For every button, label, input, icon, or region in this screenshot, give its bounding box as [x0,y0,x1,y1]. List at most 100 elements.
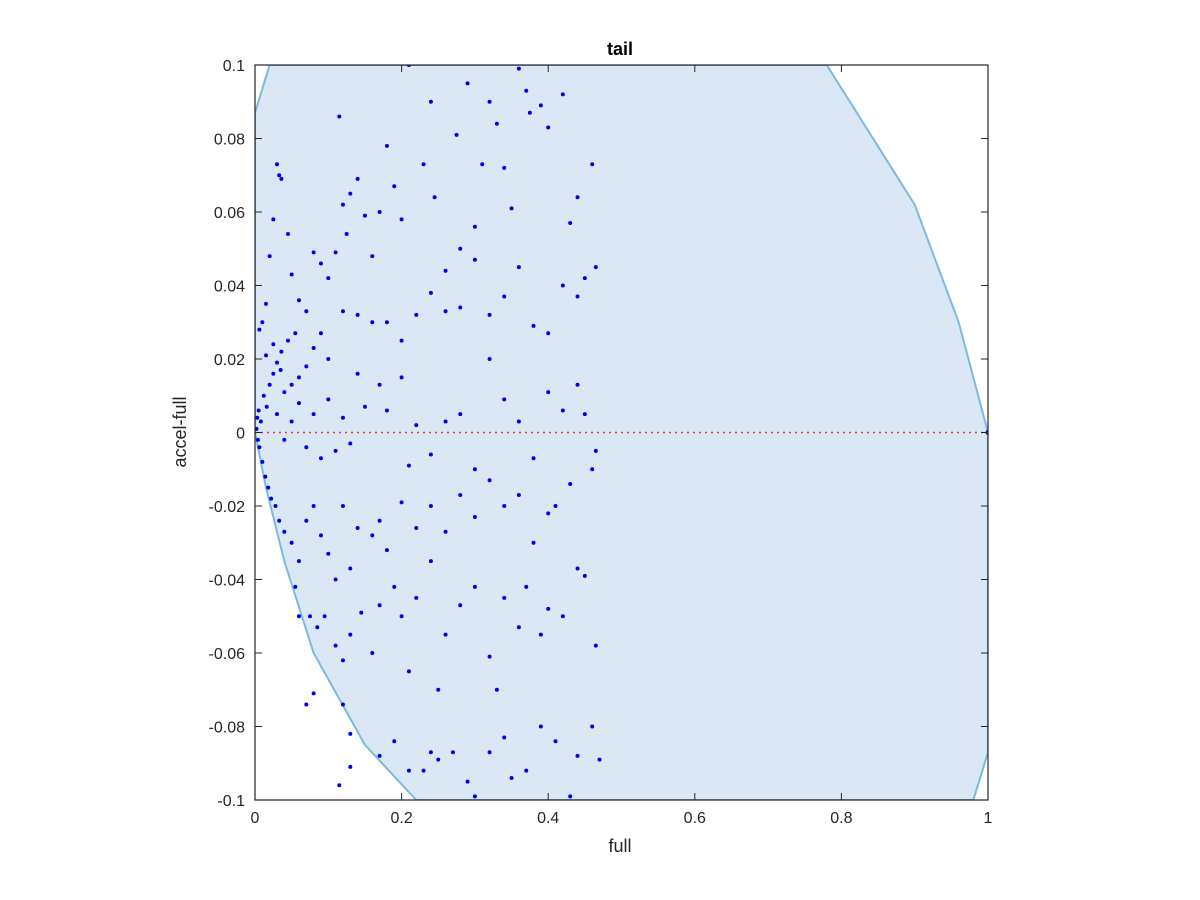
data-point [560,283,565,288]
data-point [538,724,543,729]
data-point [575,753,580,758]
data-point [458,603,463,608]
data-point [582,573,587,578]
clipped-plot [255,65,988,800]
data-point [472,467,477,472]
data-point [333,577,338,582]
data-point [524,584,529,589]
data-point [568,794,573,799]
data-point [458,305,463,310]
data-point [590,467,595,472]
data-point [293,584,298,589]
data-point [311,504,316,508]
data-point [597,757,602,762]
data-point [304,364,309,369]
data-point [278,368,283,373]
data-point [575,566,580,571]
data-point [568,481,573,486]
x-axis-label: full [608,836,631,856]
data-point [443,268,448,273]
y-tick-label: -0.1 [217,793,245,810]
data-point [340,202,345,207]
data-point [472,224,477,229]
data-point [289,419,294,424]
data-point [465,779,470,784]
data-point [384,548,389,553]
data-point [333,250,338,255]
data-point [414,423,419,428]
data-point [326,397,331,402]
data-point [311,691,316,696]
data-point [285,338,290,343]
data-point [340,415,345,420]
data-point [546,606,551,611]
data-point [560,92,565,97]
data-point [494,687,499,692]
data-point [487,357,492,361]
data-point [318,456,323,461]
data-point [399,217,404,222]
y-tick-label: 0.04 [214,279,245,296]
data-point [255,415,260,420]
data-point [304,445,309,450]
data-point [362,404,367,409]
data-point [516,419,521,424]
data-point [296,298,301,303]
data-point [494,121,499,126]
data-point [333,448,338,453]
data-point [502,595,507,600]
data-point [516,66,521,71]
data-point [318,533,323,538]
x-tick-label: 0 [251,810,260,827]
data-point [260,320,265,325]
data-point [582,276,587,281]
data-point [277,173,282,178]
data-point [279,349,284,354]
data-point [428,559,433,564]
data-point [315,625,320,630]
data-point [472,794,477,799]
data-point [311,412,316,417]
data-point [509,206,514,211]
data-point [450,750,455,755]
data-point [274,360,279,365]
data-point [524,768,529,773]
data-point [487,478,492,483]
data-point [274,412,279,417]
data-point [370,651,375,655]
y-tick-label: 0.08 [214,132,245,149]
data-point [285,232,290,237]
data-point [472,257,477,262]
data-point [279,176,284,181]
data-point [428,750,433,755]
data-point [421,162,426,167]
data-point [428,452,433,457]
data-point [590,724,595,729]
data-point [553,504,558,508]
data-point [255,437,260,442]
data-point [263,474,268,479]
data-point [392,584,397,589]
y-tick-label: 0 [236,426,245,443]
data-point [531,540,536,545]
data-point [267,382,272,387]
data-point [399,375,404,380]
data-point [326,357,331,361]
data-point [377,518,382,523]
data-point [593,643,598,648]
data-point [480,162,485,167]
data-point [487,312,492,317]
y-tick-label: -0.04 [209,573,246,590]
data-point [260,459,265,464]
data-point [560,614,565,619]
data-point [560,408,565,413]
chart-title: tail [607,39,633,59]
data-point [502,294,507,299]
data-point [428,99,433,104]
data-point [377,210,382,214]
data-point [502,504,507,508]
y-tick-label: -0.02 [209,499,246,516]
data-point [282,437,287,442]
data-point [406,463,411,468]
data-point [406,768,411,773]
